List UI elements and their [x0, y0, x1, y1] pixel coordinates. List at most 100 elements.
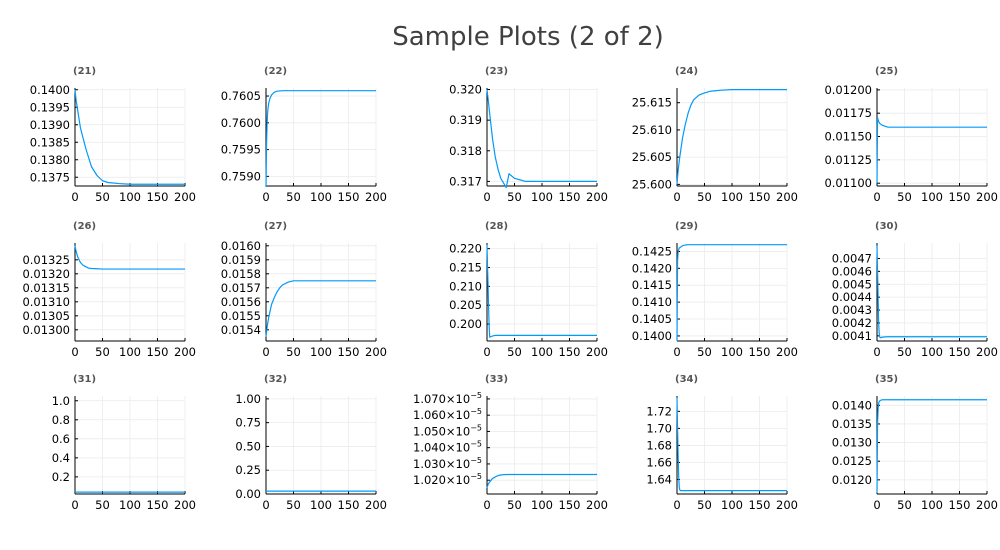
subplot: (34) 0 50 100 150 200 1.64 1.66 1.68 1.70 1.72	[646, 374, 798, 512]
y-tick-label: 0.0155	[221, 309, 261, 323]
x-tick-label: 200	[976, 498, 998, 512]
series-line	[74, 89, 185, 185]
x-tick-label: 150	[338, 498, 360, 512]
y-tick-label: 0.0046	[832, 264, 872, 278]
subplot-title: (22)	[264, 66, 287, 77]
y-tick-label-mantissa: 1.020×10	[413, 473, 470, 487]
y-tick-label: 0.1410	[632, 295, 672, 309]
x-tick-label: 100	[921, 190, 943, 204]
y-tick-label: 0.0154	[221, 323, 261, 337]
x-tick-label: 200	[174, 498, 196, 512]
y-tick-label-mantissa: 1.040×10	[413, 441, 470, 455]
y-tick-label-exponent: −5	[470, 423, 482, 432]
x-tick-label: 150	[749, 190, 771, 204]
y-tick-label: 0.210	[449, 279, 482, 293]
x-tick-label: 200	[976, 345, 998, 359]
subplot-title: (34)	[675, 374, 698, 385]
y-tick-label: 0.0135	[832, 417, 872, 431]
y-tick-label: 0.200	[449, 317, 482, 331]
y-tick-label: 0.0120	[832, 473, 872, 487]
subplot: (32) 0 50 100 150 200 0.00 0.25 0.50 0.75 1.00	[235, 374, 387, 512]
x-tick-label: 200	[174, 345, 196, 359]
x-tick-label: 0	[483, 498, 490, 512]
y-tick-label: 0.1405	[632, 312, 672, 326]
subplot-title: (26)	[73, 221, 96, 232]
y-tick-label: 0.1415	[632, 278, 672, 292]
y-tick-label: 0.0043	[832, 303, 872, 317]
subplot: (28) 0 50 100 150 200 0.200 0.205 0.210 0.215 0.22…	[449, 221, 608, 359]
x-tick-label: 200	[365, 345, 387, 359]
x-tick-label: 150	[147, 190, 169, 204]
y-tick-label: 0.01325	[22, 253, 70, 267]
x-tick-label: 100	[921, 498, 943, 512]
x-tick-label: 150	[147, 345, 169, 359]
subplot-title: (32)	[264, 374, 287, 385]
y-tick-label: 1.00	[235, 392, 261, 406]
y-tick-label: 25.600	[632, 177, 672, 191]
y-tick-label: 0.01150	[824, 130, 872, 144]
x-tick-label: 0	[483, 190, 490, 204]
y-tick-label: 1.0	[52, 394, 70, 408]
x-tick-label: 100	[310, 345, 332, 359]
subplot: (26)0 50 100 150 2000.013000.013050.013100.0…	[22, 221, 196, 359]
x-tick-label: 100	[721, 498, 743, 512]
y-tick-label: 0.1420	[632, 261, 672, 275]
y-tick-label: 0.01315	[22, 281, 70, 295]
x-tick-label: 0	[483, 345, 490, 359]
series-line	[876, 245, 987, 339]
y-tick-label-mantissa: 1.070×10	[413, 392, 470, 406]
x-tick-label: 150	[949, 498, 971, 512]
x-tick-label: 0	[262, 498, 269, 512]
subplot-title: (27)	[264, 221, 287, 232]
x-tick-label: 200	[586, 345, 608, 359]
series-line	[676, 89, 787, 185]
y-tick-label: 1.68	[646, 438, 672, 452]
x-tick-label: 150	[749, 498, 771, 512]
x-tick-label: 0	[71, 190, 78, 204]
y-tick-label-mantissa: 1.050×10	[413, 424, 470, 438]
y-tick-label: 1.66	[646, 455, 672, 469]
subplot: (27) 0 50 100 150 200 0.01540.01550.01560.0157…	[221, 221, 387, 359]
y-tick-label: 0.50	[235, 439, 261, 453]
x-tick-label: 150	[338, 190, 360, 204]
subplot-grid: (21) 0 50 100 150 200 0.1375 0.1380 0.1385 0.1390…	[22, 66, 998, 512]
y-tick-label: 1.030×10−5	[413, 456, 482, 471]
series-line	[265, 280, 376, 337]
y-tick-label-mantissa: 1.060×10	[413, 408, 470, 422]
x-tick-label: 100	[721, 345, 743, 359]
y-tick-label: 0.205	[449, 298, 482, 312]
y-tick-label: 0.1380	[30, 153, 70, 167]
x-tick-label: 50	[95, 498, 110, 512]
y-tick-label: 1.64	[646, 473, 672, 487]
x-tick-label: 200	[586, 498, 608, 512]
y-tick-label: 0.0140	[832, 398, 872, 412]
y-tick-label: 25.605	[632, 150, 672, 164]
x-tick-label: 100	[119, 190, 141, 204]
y-tick-label: 0.00	[235, 487, 261, 501]
y-tick-label: 0.1400	[632, 329, 672, 343]
x-tick-label: 100	[119, 498, 141, 512]
y-tick-label: 0.0157	[221, 281, 261, 295]
x-tick-label: 50	[95, 345, 110, 359]
y-tick-label: 0.1425	[632, 244, 672, 258]
y-tick-label: 0.0042	[832, 316, 872, 330]
y-tick-label: 1.72	[646, 404, 672, 418]
series-line	[486, 244, 597, 338]
y-tick-label-exponent: −5	[470, 391, 482, 400]
y-tick-label: 1.060×10−5	[413, 407, 482, 422]
x-tick-label: 0	[673, 190, 680, 204]
x-tick-label: 200	[365, 190, 387, 204]
y-tick-label: 0.0045	[832, 277, 872, 291]
subplot-title: (28)	[485, 221, 508, 232]
series-line	[676, 244, 787, 342]
x-tick-label: 150	[147, 498, 169, 512]
x-tick-label: 100	[921, 345, 943, 359]
y-tick-label: 0.0125	[832, 454, 872, 468]
x-tick-label: 50	[697, 498, 712, 512]
x-tick-label: 150	[749, 345, 771, 359]
y-tick-label: 0.7590	[221, 169, 261, 183]
subplot: (29) 0 50 100 150 200 0.1400 0.1405 0.1410 0.1415…	[632, 221, 798, 359]
series-line	[876, 117, 987, 184]
y-tick-label: 0.0158	[221, 267, 261, 281]
